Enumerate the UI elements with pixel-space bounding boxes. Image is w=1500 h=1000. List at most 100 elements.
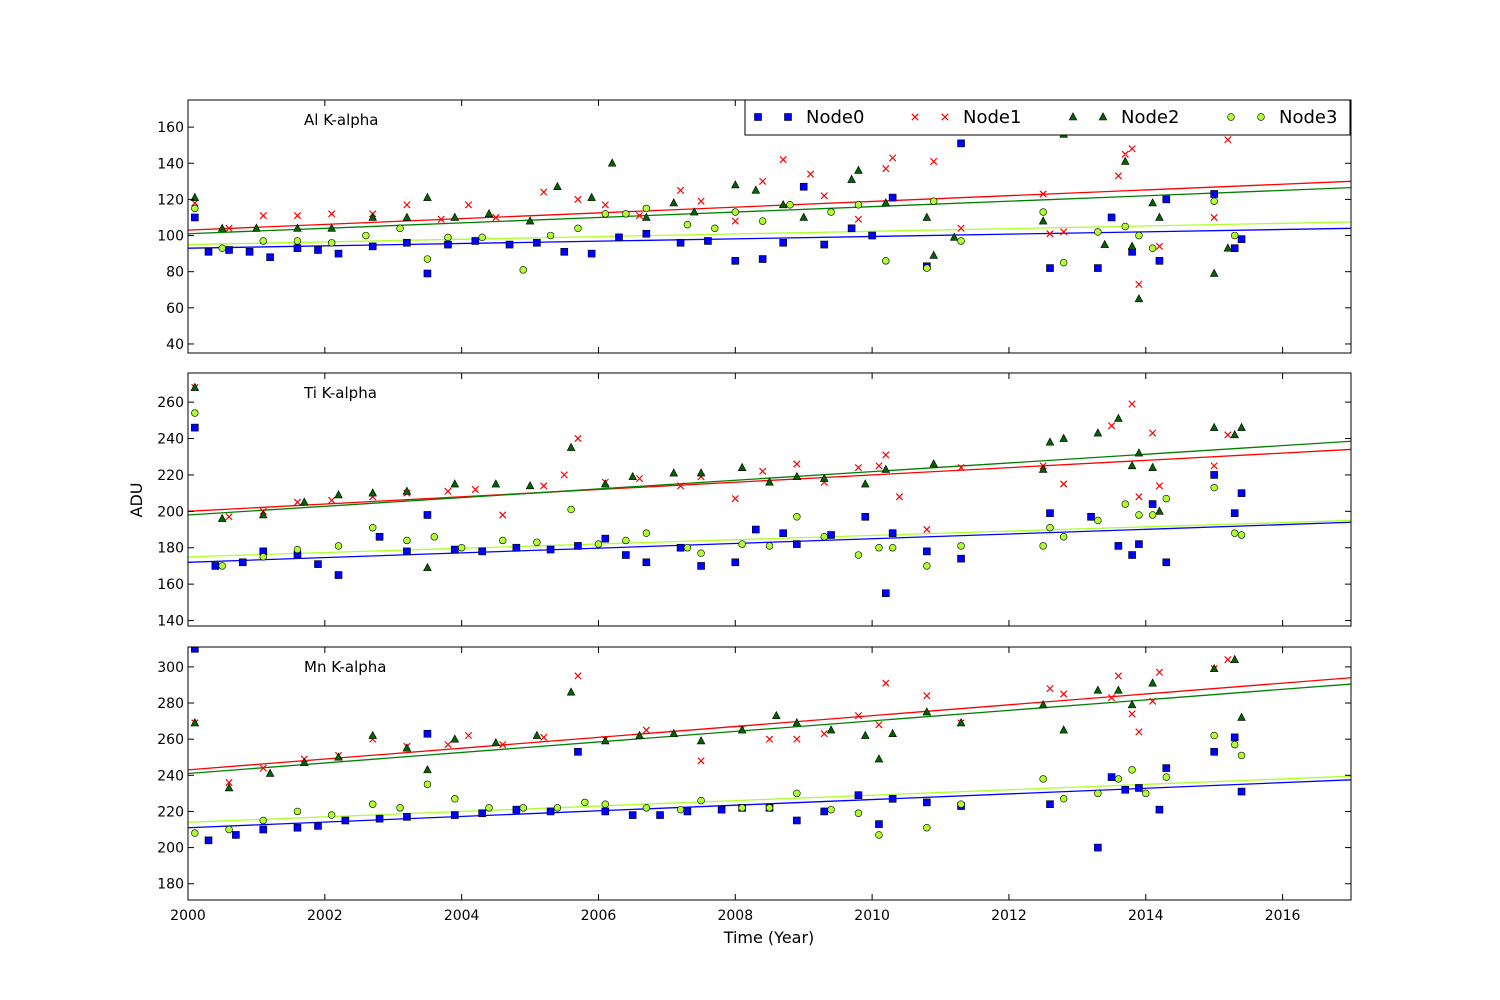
series-node0	[191, 647, 1246, 852]
data-point-node3	[369, 524, 377, 532]
y-tick-label: 240	[157, 768, 184, 784]
data-point-node3	[738, 540, 746, 548]
data-point-node2	[1059, 433, 1068, 442]
legend-marker-node2	[1068, 112, 1078, 121]
data-point-node3	[369, 800, 377, 808]
data-point-node3	[786, 201, 794, 209]
x-tick-label: 2000	[170, 908, 206, 924]
data-point-node2	[532, 730, 542, 739]
data-point-node0	[423, 511, 432, 519]
data-point-node3	[594, 540, 603, 548]
data-point-node2	[300, 757, 309, 766]
data-point-node3	[1121, 500, 1129, 508]
x-tick-label: 2010	[854, 908, 890, 924]
data-point-node0	[266, 253, 274, 262]
data-point-node3	[218, 244, 226, 252]
data-point-node1	[540, 482, 548, 490]
data-point-node0	[403, 238, 411, 247]
series-node3	[191, 731, 1246, 839]
trend-line-node2	[188, 683, 1351, 775]
data-point-node3	[697, 796, 705, 805]
data-point-node0	[704, 237, 712, 245]
data-point-node3	[293, 807, 302, 816]
data-point-node2	[826, 725, 836, 734]
data-point-node3	[218, 562, 226, 570]
data-point-node1	[793, 460, 801, 468]
data-point-node3	[451, 795, 459, 803]
data-point-node2	[402, 212, 412, 221]
legend-marker-node3	[1227, 113, 1235, 121]
data-point-node3	[423, 780, 432, 789]
data-point-node2	[334, 490, 343, 499]
data-point-node1	[1039, 190, 1047, 198]
data-point-node1	[635, 212, 644, 220]
data-point-node3	[731, 208, 739, 216]
data-point-node2	[819, 473, 829, 482]
data-point-node2	[860, 479, 870, 488]
data-point-node0	[888, 794, 897, 803]
data-point-node1	[1155, 482, 1164, 490]
panel-label: Al K-alpha	[304, 111, 378, 129]
data-point-node3	[601, 210, 610, 218]
data-point-node1	[225, 778, 233, 787]
data-point-node2	[1093, 428, 1103, 437]
data-point-node3	[676, 805, 685, 814]
data-point-node2	[525, 481, 535, 490]
data-point-node0	[560, 248, 569, 256]
data-point-node0	[293, 823, 302, 832]
data-point-node1	[930, 157, 938, 166]
data-point-node2	[1209, 422, 1219, 431]
data-point-node3	[574, 224, 582, 233]
data-point-node0	[731, 257, 740, 265]
data-point-node2	[1127, 460, 1137, 470]
data-point-node3	[601, 800, 610, 808]
data-point-node2	[737, 462, 747, 471]
data-point-node0	[1148, 500, 1157, 508]
data-point-node1	[1128, 710, 1136, 718]
data-point-node3	[1114, 775, 1123, 783]
series-node3	[191, 409, 1246, 570]
y-tick-label: 260	[157, 732, 184, 748]
data-point-node0	[642, 558, 651, 567]
data-point-node0	[1230, 509, 1239, 517]
data-point-node2	[423, 192, 432, 201]
series-node2	[190, 129, 1233, 303]
trend-line-node2	[188, 186, 1351, 235]
data-point-node3	[567, 505, 575, 514]
y-tick-label: 140	[157, 156, 184, 172]
data-point-node0	[444, 240, 452, 249]
data-point-node2	[689, 207, 699, 216]
data-point-node1	[444, 740, 452, 749]
data-point-node3	[191, 829, 199, 837]
data-point-node3	[957, 237, 965, 245]
panel-1: 40 60 80 100 120 140 160 Al K-alpha	[157, 99, 1352, 354]
data-point-node2	[1134, 448, 1144, 457]
data-point-node1	[889, 154, 897, 162]
data-point-node0	[1128, 551, 1136, 559]
data-point-node3	[622, 210, 630, 218]
data-point-node3	[1162, 494, 1170, 503]
data-point-node0	[293, 244, 302, 252]
data-point-node0	[1230, 244, 1239, 252]
data-point-node0	[574, 748, 582, 756]
data-point-node0	[314, 560, 322, 568]
data-point-node3	[259, 237, 267, 245]
data-point-node2	[1038, 699, 1048, 709]
data-point-node0	[211, 562, 220, 570]
data-point-node1	[540, 188, 548, 196]
data-point-node3	[403, 536, 411, 545]
y-tick-label: 180	[157, 541, 184, 557]
y-tick-label: 100	[157, 229, 184, 245]
data-point-node0	[820, 807, 829, 816]
data-point-node2	[553, 181, 562, 191]
data-point-node0	[676, 543, 685, 552]
panel-label: Mn K-alpha	[304, 658, 386, 676]
legend-label: Node1	[963, 107, 1021, 128]
data-point-node1	[779, 156, 787, 164]
trend-line-node0	[188, 227, 1351, 249]
data-point-node1	[1128, 145, 1136, 153]
data-point-node0	[1162, 764, 1171, 772]
data-point-node0	[957, 139, 965, 148]
data-point-node3	[642, 804, 651, 812]
series-node2	[190, 382, 1246, 572]
